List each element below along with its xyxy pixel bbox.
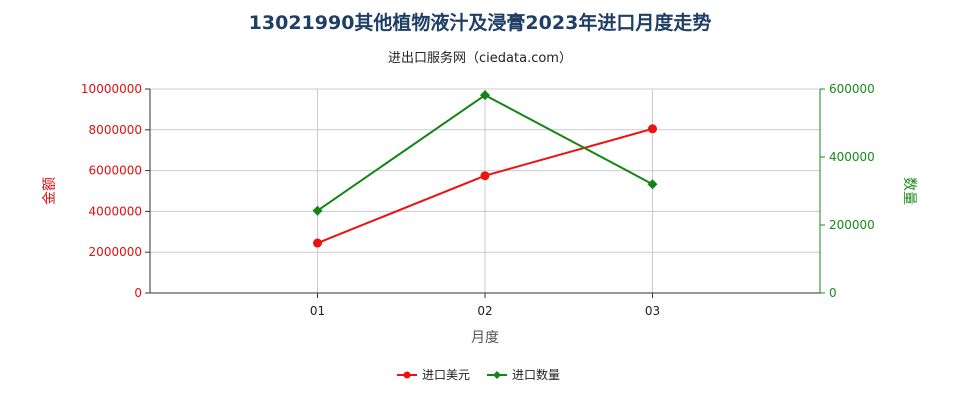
legend-marker xyxy=(403,371,411,379)
y-left-axis-title: 金额 xyxy=(42,177,58,205)
legend-label: 进口美元 xyxy=(422,368,470,382)
x-tick-label: 02 xyxy=(477,304,492,318)
series xyxy=(312,90,658,248)
x-axis-title: 月度 xyxy=(471,330,499,346)
legend-label: 进口数量 xyxy=(512,367,560,382)
y-left-tick-label: 0 xyxy=(134,286,142,300)
axes: 0200000040000006000000800000010000000020… xyxy=(42,82,917,346)
data-point xyxy=(480,171,490,181)
y-left-tick-label: 10000000 xyxy=(81,82,142,96)
y-left-tick-label: 6000000 xyxy=(89,164,142,178)
legend[interactable]: 进口美元 进口数量 xyxy=(397,367,560,382)
x-tick-label: 03 xyxy=(645,304,660,318)
y-left-tick-label: 8000000 xyxy=(89,123,142,137)
data-point xyxy=(480,90,490,101)
chart-title: 13021990其他植物液汁及浸膏2023年进口月度走势 xyxy=(248,12,712,34)
legend-item[interactable]: 进口美元 xyxy=(397,368,470,382)
y-right-tick-label: 0 xyxy=(829,286,837,300)
data-point xyxy=(647,179,658,190)
data-point xyxy=(648,124,657,134)
data-point xyxy=(312,205,323,216)
y-left-tick-label: 4000000 xyxy=(89,204,142,218)
y-right-tick-label: 200000 xyxy=(829,218,875,232)
y-right-axis-title: 数量 xyxy=(901,177,917,205)
data-point xyxy=(313,238,322,248)
y-right-tick-label: 400000 xyxy=(829,150,875,164)
y-right-tick-label: 600000 xyxy=(829,82,875,96)
x-tick-label: 01 xyxy=(310,304,325,318)
y-left-tick-label: 2000000 xyxy=(89,245,142,259)
legend-marker xyxy=(493,371,501,379)
legend-item[interactable]: 进口数量 xyxy=(487,367,560,382)
grid xyxy=(150,88,821,294)
chart-subtitle: 进出口服务网（ciedata.com） xyxy=(388,51,572,66)
